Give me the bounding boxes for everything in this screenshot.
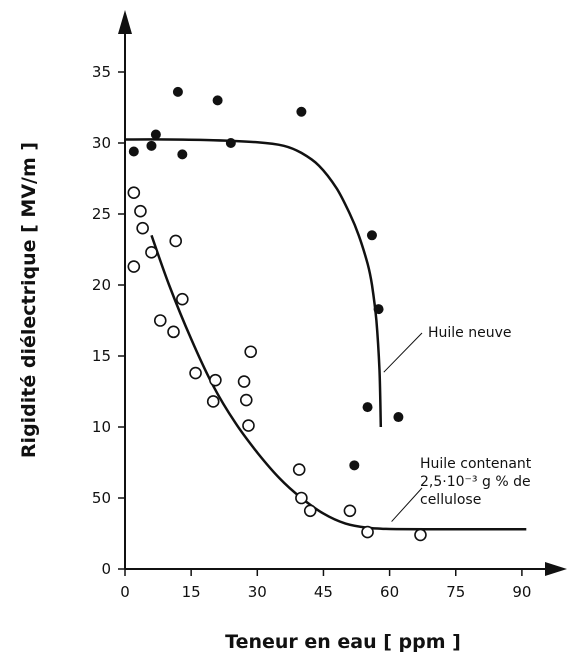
y-tick-label: 20 [92,276,111,294]
data-point-filled [393,412,404,423]
data-point-filled [146,140,157,151]
fit-curve-new-oil [124,138,383,428]
data-point-filled [296,106,307,117]
data-point-filled [225,138,236,148]
annotation-text: cellulose [420,492,481,508]
data-point-open [414,528,427,542]
data-point-open [167,325,180,339]
annotations: Huile neuve Huile contenant 2,5·10⁻³ g % d… [383,325,532,522]
x-tick-label: 75 [446,583,465,601]
data-point-open [153,314,167,327]
data-point-filled [128,146,139,157]
x-tick-label: 0 [120,583,130,601]
y-axis-arrow [118,10,132,34]
data-point-open [303,504,317,518]
data-point-filled [177,149,188,160]
y-tick-label: 15 [92,347,111,365]
data-point-open [136,221,149,235]
axes [118,10,567,576]
data-point-filled [172,86,183,97]
data-point-open [239,393,253,407]
x-tick-label: 15 [182,583,201,601]
data-point-open [242,419,255,432]
data-point-open [127,186,141,199]
x-axis-arrow [545,562,567,576]
x-tick-label: 60 [380,583,399,601]
y-tick-label: 25 [92,205,111,223]
data-point-open [244,345,257,359]
data-point-open [295,491,308,505]
y-axis-label: Rigidité diélectrique [ MV/m ] [18,142,40,458]
data-point-open [361,525,374,539]
data-point-open [145,246,158,259]
data-points [127,86,427,542]
data-point-filled [349,460,360,471]
data-point-open [176,292,189,306]
data-point-open [343,504,357,518]
annotation-text: Huile contenant [420,456,532,472]
ticks: 0 15 30 45 60 75 90 0 50 10 15 20 25 30 35 [92,63,532,601]
annotation-text: 2,5·10⁻³ g % de [420,474,531,490]
data-point-open [237,375,251,388]
data-point-filled [373,304,384,315]
y-tick-label: 0 [101,560,111,578]
data-point-open [209,373,222,387]
x-tick-label: 30 [248,583,267,601]
x-tick-label: 45 [314,583,333,601]
data-point-filled [212,95,223,106]
annotation-text: Huile neuve [428,325,512,341]
data-point-open [127,260,141,273]
annotation-leader [383,332,423,373]
data-point-filled [366,230,377,241]
data-point-open [292,463,306,476]
annotation-leader [391,487,423,522]
data-point-open [134,204,147,218]
y-tick-label: 35 [92,63,111,81]
data-point-open [169,234,183,248]
x-axis-label: Teneur en eau [ ppm ] [225,631,461,653]
data-point-open [206,395,220,408]
data-point-open [189,366,202,380]
y-tick-label: 10 [92,418,111,436]
y-tick-label: 50 [92,489,111,507]
x-tick-label: 90 [512,583,531,601]
data-point-filled [362,402,373,413]
data-point-filled [150,129,161,140]
y-tick-label: 30 [92,134,111,152]
